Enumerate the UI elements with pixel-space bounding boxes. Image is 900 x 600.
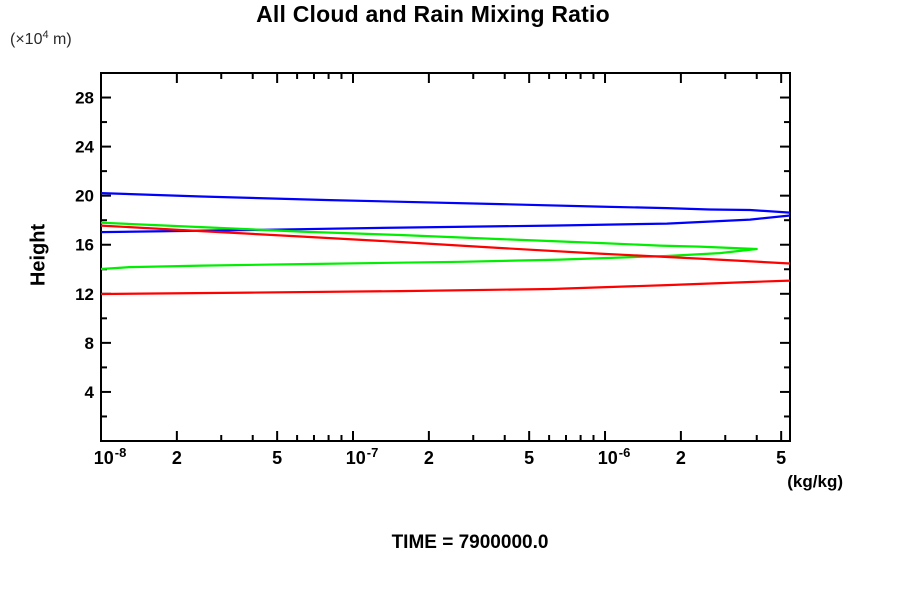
x-tick-label: 5 [524,448,534,468]
x-tick-label: 10-6 [598,445,631,468]
y-tick-label: 8 [85,334,94,353]
y-tick-label: 12 [75,285,94,304]
y-tick-label: 20 [75,187,94,206]
x-tick-label: 2 [424,448,434,468]
x-axis-unit: (kg/kg) [787,472,843,491]
y-axis-unit-suffix: m) [48,31,72,48]
y-axis-unit: (×104 m) [10,29,72,49]
series-line-red-profile [100,224,790,296]
x-tick-label: 5 [776,448,786,468]
y-tick-label: 4 [85,383,95,402]
y-axis-unit-prefix: (×10 [10,31,43,48]
x-tick-label: 10-8 [94,445,127,468]
x-tick-label: 10-7 [346,445,379,468]
x-tick-label: 2 [172,448,182,468]
y-tick-label: 16 [75,236,94,255]
plot-border [100,72,791,442]
y-tick-label: 28 [75,89,94,108]
x-tick-label: 5 [272,448,282,468]
series-line-green-profile [100,221,758,271]
y-axis-unit-exponent: 4 [42,29,49,41]
series-line-blue-profile [100,192,790,234]
x-tick-label: 2 [676,448,686,468]
time-label: TIME = 7900000.0 [391,532,549,553]
y-tick-label: 24 [75,138,94,157]
chart-title: All Cloud and Rain Mixing Ratio [256,1,610,27]
